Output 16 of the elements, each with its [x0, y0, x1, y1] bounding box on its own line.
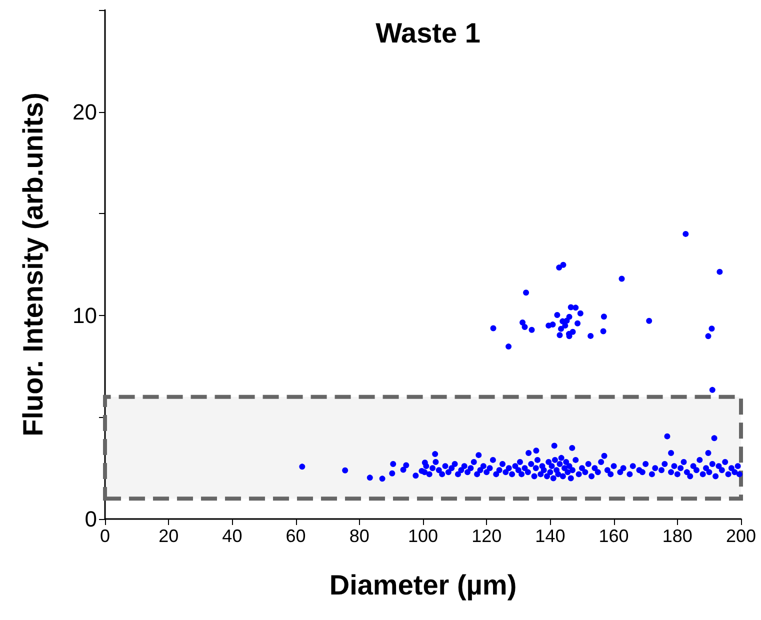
y-tick-label: 10 — [72, 302, 97, 328]
x-tick-label: 0 — [100, 526, 110, 546]
x-tick-label: 140 — [535, 526, 566, 546]
x-axis-title: Diameter (µm) — [329, 570, 517, 600]
x-tick-label: 100 — [408, 526, 438, 546]
x-tick-label: 40 — [222, 526, 242, 546]
x-tick-label: 200 — [726, 526, 756, 546]
y-axis-title: Fluor. Intensity (arb.units) — [18, 92, 48, 436]
chart-title: Waste 1 — [376, 18, 480, 48]
x-tick-label: 180 — [662, 526, 692, 546]
x-tick-label: 80 — [349, 526, 370, 546]
x-tick-label: 120 — [472, 526, 502, 546]
x-tick-label: 60 — [286, 526, 306, 546]
x-tick-label: 160 — [598, 526, 629, 546]
x-tick-label: 20 — [158, 526, 179, 546]
y-tick-label: 20 — [72, 99, 97, 124]
